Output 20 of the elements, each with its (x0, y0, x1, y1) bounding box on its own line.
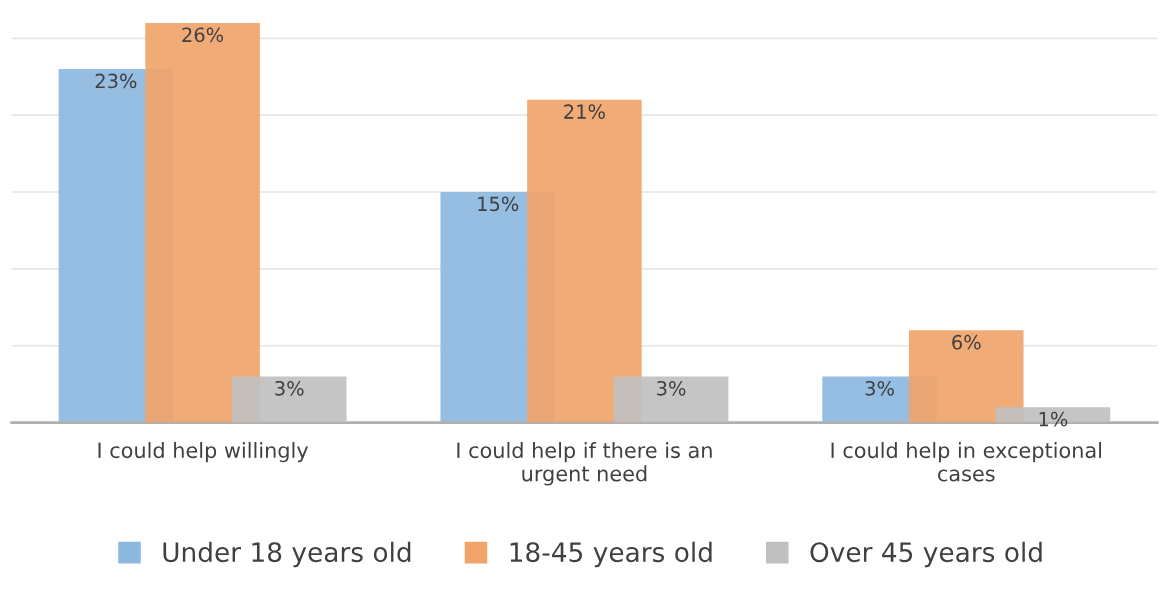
legend-label: 18-45 years old (510, 541, 712, 568)
legend-label: Under 18 years old (163, 541, 411, 568)
legend-label: Over 45 years old (810, 541, 1042, 568)
bar (145, 22, 260, 423)
x-tick-label: I could help in exceptional cases (831, 442, 1102, 482)
bar (613, 376, 729, 423)
data-label: 3% (865, 380, 894, 396)
data-label: 26% (182, 27, 224, 43)
data-label: 15% (478, 196, 519, 212)
bar (527, 99, 642, 423)
data-label: 3% (657, 380, 686, 396)
data-label: 23% (95, 73, 137, 89)
bar (231, 376, 347, 423)
data-label: 21% (564, 104, 605, 120)
data-label: 1% (1039, 411, 1068, 427)
bar (908, 330, 1024, 423)
x-tick-label: I could help willingly (98, 442, 309, 463)
data-label: 3% (275, 380, 304, 396)
x-tick-label: I could help if there is an urgent need (457, 442, 712, 486)
data-label: 6% (952, 334, 981, 350)
